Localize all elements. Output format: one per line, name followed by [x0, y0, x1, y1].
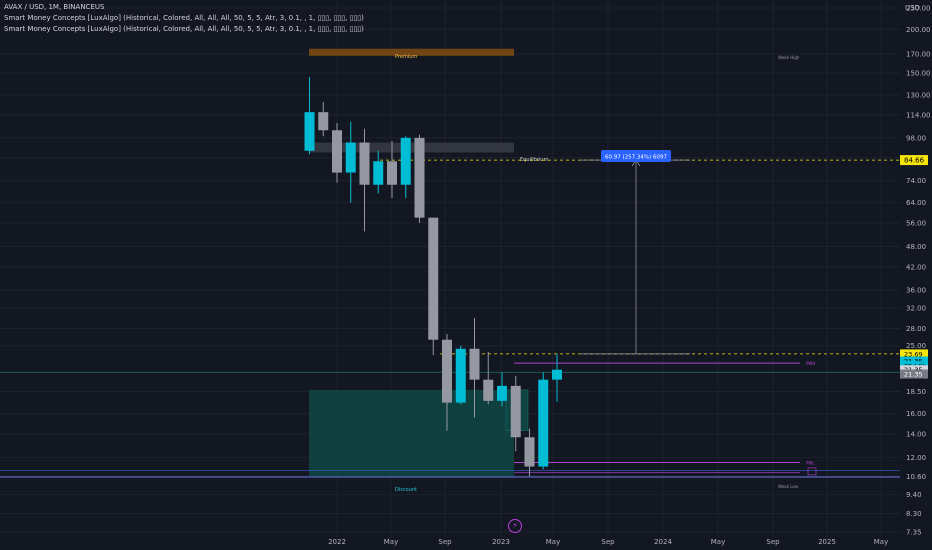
- weak-low-label: Weak Low: [778, 484, 799, 489]
- candle-body[interactable]: [400, 137, 411, 185]
- candle-body[interactable]: [442, 339, 452, 403]
- x-tick-label: Sep: [601, 538, 615, 546]
- measure-label-box[interactable]: [601, 150, 671, 162]
- candle-body[interactable]: [318, 112, 329, 131]
- candle-body[interactable]: [387, 161, 397, 185]
- weak-high-label: Weak High: [778, 55, 800, 60]
- candle-body[interactable]: [428, 217, 439, 340]
- level-tag-84: [900, 155, 928, 166]
- y-tick-label: 48.00: [906, 243, 926, 251]
- chart-legend: AVAX / USD, 1M, BINANCEUS Smart Money Co…: [4, 2, 364, 35]
- price-tag: [900, 369, 928, 379]
- x-tick-label: 2023: [492, 538, 510, 546]
- y-tick-label: 18.50: [906, 388, 926, 396]
- y-tick-label: 64.00: [906, 199, 926, 207]
- y-tick-label: 25.00: [906, 342, 926, 350]
- y-tick-label: 230.00: [906, 5, 931, 13]
- candle-body[interactable]: [524, 437, 535, 467]
- y-tick-label: 150.00: [906, 70, 931, 78]
- x-tick-label: May: [384, 538, 398, 546]
- candle-body[interactable]: [552, 369, 562, 380]
- x-tick-label: Sep: [438, 538, 452, 546]
- currency-label: USD: [905, 4, 920, 12]
- x-tick-label: May: [546, 538, 560, 546]
- equilibrium-zone: [309, 142, 514, 153]
- y-tick-label: 10.60: [906, 473, 926, 481]
- premium-zone: [309, 48, 514, 56]
- y-tick-label: 36.00: [906, 287, 926, 295]
- price-tag: [900, 356, 928, 366]
- candle-body[interactable]: [332, 130, 342, 173]
- candle-body[interactable]: [538, 379, 549, 467]
- indicator-line-1[interactable]: Smart Money Concepts [LuxAlgo] (Historic…: [4, 14, 364, 22]
- y-tick-label: 7.35: [906, 529, 922, 537]
- price-tag-text: 21.35: [904, 371, 923, 379]
- x-tick-label: May: [711, 538, 725, 546]
- y-tick-label: 200.00: [906, 26, 931, 34]
- measure-label: 60.97 (257.34%) 6097: [605, 155, 668, 161]
- lightning-icon[interactable]: ⚡: [508, 519, 522, 533]
- candle-body[interactable]: [359, 142, 370, 185]
- y-tick-label: 9.40: [906, 491, 922, 499]
- candle-body[interactable]: [373, 161, 384, 185]
- candle-body[interactable]: [414, 137, 425, 218]
- pwl-marker: [807, 467, 817, 476]
- candle-body[interactable]: [304, 112, 315, 151]
- y-tick-label: 16.00: [906, 410, 926, 418]
- discount-label: Discount: [395, 487, 417, 493]
- candle-body[interactable]: [455, 348, 466, 403]
- candle-body[interactable]: [469, 348, 480, 380]
- level-tag-84-text: 84.66: [904, 157, 925, 165]
- y-tick-label: 114.00: [906, 111, 931, 119]
- y-tick-label: 32.00: [906, 305, 926, 313]
- x-tick-label: May: [874, 538, 888, 546]
- symbol-line[interactable]: AVAX / USD, 1M, BINANCEUS: [4, 3, 105, 11]
- candle-body[interactable]: [510, 385, 521, 438]
- y-tick-label: 28.00: [906, 325, 926, 333]
- y-tick-label: 170.00: [906, 50, 931, 58]
- y-tick-label: 42.00: [906, 263, 926, 271]
- price-tag: [900, 349, 928, 359]
- y-tick-label: 12.00: [906, 454, 926, 462]
- y-tick-label: 98.00: [906, 134, 926, 142]
- y-tick-label: 14.00: [906, 430, 926, 438]
- pwl-label: PWL: [806, 461, 815, 466]
- candle-body[interactable]: [497, 385, 507, 401]
- indicator-line-2[interactable]: Smart Money Concepts [LuxAlgo] (Historic…: [4, 25, 364, 33]
- x-tick-label: Sep: [766, 538, 780, 546]
- y-tick-label: 130.00: [906, 91, 931, 99]
- x-tick-label: 2022: [328, 538, 346, 546]
- discount-zone: [309, 389, 514, 477]
- y-tick-label: 74.00: [906, 177, 926, 185]
- candle-body[interactable]: [483, 379, 494, 401]
- candle-body[interactable]: [345, 142, 356, 173]
- premium-label: Premium: [395, 54, 417, 60]
- x-tick-label: 2024: [654, 538, 672, 546]
- pwh-label: PWH: [806, 361, 815, 366]
- y-tick-label: 56.00: [906, 219, 926, 227]
- y-tick-label: 8.30: [906, 510, 922, 518]
- equilibrium-label: Equilibrium: [520, 157, 548, 163]
- x-tick-label: 2025: [818, 538, 836, 546]
- price-tag-text: 23.69: [904, 350, 923, 358]
